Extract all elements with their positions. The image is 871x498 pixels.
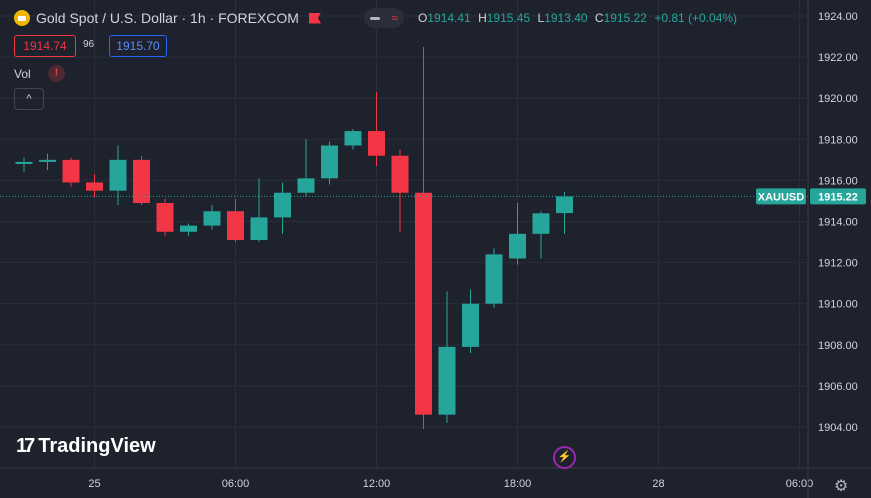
x-tick-label: 12:00: [363, 478, 391, 490]
candle-body: [62, 159, 80, 183]
last-price-tag-bg: [810, 188, 866, 205]
x-tick-label: 28: [652, 478, 664, 490]
candle-body: [415, 192, 432, 415]
y-tick-label: 1924.00: [818, 11, 858, 23]
candle-body: [156, 203, 174, 232]
low-value: 1913.40: [544, 11, 588, 25]
change-value: +0.81 (+0.04%): [654, 11, 738, 25]
candle-body: [438, 346, 456, 415]
candle-body: [86, 182, 103, 191]
y-tick-label: 1922.00: [818, 52, 858, 64]
symbol-header: Gold Spot / U.S. Dollar · 1h · FOREXCOM: [14, 8, 321, 28]
close-label: C: [594, 11, 604, 25]
x-tick-label: 06:00: [222, 478, 250, 490]
candle-body: [227, 211, 244, 240]
candle-body: [509, 233, 526, 259]
y-tick-label: 1920.00: [818, 93, 858, 105]
candle-body: [133, 159, 150, 204]
symbol-tag-bg: [756, 188, 806, 205]
y-tick-label: 1910.00: [818, 299, 858, 311]
gear-icon[interactable]: ⚙: [834, 478, 849, 495]
candle-body: [203, 211, 221, 226]
x-tick-label: 25: [88, 478, 100, 490]
candle-body: [532, 213, 550, 234]
last-price-tag: 1915.22: [818, 191, 858, 203]
high-label: H: [478, 11, 487, 25]
candle-body: [15, 161, 33, 164]
warning-icon[interactable]: !: [48, 65, 65, 82]
gold-coin-icon: [14, 10, 30, 26]
high-value: 1915.45: [486, 11, 531, 25]
candle-body: [250, 217, 268, 240]
tradingview-wordmark: TradingView: [38, 435, 156, 457]
y-tick-label: 1916.00: [818, 175, 858, 187]
candle-body: [485, 254, 503, 304]
candle-body: [344, 131, 362, 146]
sell-price-box[interactable]: 1914.74: [14, 35, 76, 57]
y-tick-label: 1912.00: [818, 258, 858, 270]
tradingview-mark-icon: 17: [16, 435, 35, 457]
indicator-toggle[interactable]: ≈: [364, 8, 404, 28]
candle-body: [39, 159, 56, 162]
candle-body: [321, 145, 338, 179]
open-value: 1914.41: [427, 11, 471, 25]
symbol-tag: XAUUSD: [758, 191, 805, 203]
wave-icon[interactable]: ≈: [391, 11, 399, 25]
y-tick-label: 1908.00: [818, 340, 858, 352]
candle-body: [109, 159, 127, 191]
y-tick-label: 1914.00: [818, 217, 858, 229]
tradingview-logo[interactable]: 17 TradingView: [16, 435, 156, 458]
candle-body: [180, 225, 197, 232]
lightning-icon[interactable]: ⚡: [553, 446, 576, 469]
y-tick-label: 1906.00: [818, 381, 858, 393]
y-tick-label: 1904.00: [818, 422, 858, 434]
open-label: O: [418, 11, 428, 25]
x-tick-label: 18:00: [504, 478, 532, 490]
spread-value: 96: [83, 39, 95, 50]
candle-body: [274, 192, 291, 218]
collapse-button[interactable]: ^: [14, 88, 44, 110]
low-label: L: [537, 11, 545, 25]
minus-icon[interactable]: [369, 16, 380, 20]
symbol-title[interactable]: Gold Spot / U.S. Dollar · 1h · FOREXCOM: [36, 10, 299, 26]
candle-body: [297, 178, 315, 193]
buy-price-box[interactable]: 1915.70: [109, 35, 167, 57]
candle-body: [462, 303, 479, 347]
volume-label[interactable]: Vol: [14, 67, 31, 81]
y-tick-label: 1918.00: [818, 134, 858, 146]
flag-icon[interactable]: [308, 12, 321, 24]
ohlc-readout: O1914.41 H1915.45 L1913.40 C1915.22 +0.8…: [418, 11, 741, 25]
close-value: 1915.22: [603, 11, 647, 25]
candle-body: [391, 155, 409, 193]
candle-body: [556, 196, 573, 214]
x-tick-label: 06:00: [786, 478, 814, 490]
candle-body: [368, 131, 385, 156]
